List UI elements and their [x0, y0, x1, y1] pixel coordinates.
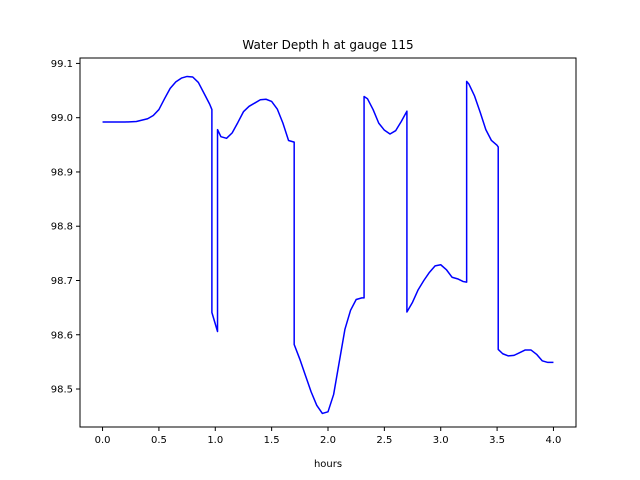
y-axis-ticks: 98.5 98.6 98.7 98.8 98.9 99.0 99.1 — [51, 59, 80, 396]
x-tick-label: 0.0 — [95, 435, 111, 446]
y-tick-label: 98.5 — [51, 385, 73, 396]
chart-title: Water Depth h at gauge 115 — [242, 38, 413, 52]
x-axis-label: hours — [314, 459, 342, 470]
x-tick-label: 3.0 — [433, 435, 449, 446]
x-tick-label: 2.0 — [320, 435, 336, 446]
x-tick-label: 3.5 — [489, 435, 505, 446]
y-tick-label: 98.9 — [51, 167, 73, 178]
y-tick-label: 98.8 — [51, 222, 73, 233]
series-line-water-depth — [102, 75, 554, 415]
x-axis-ticks: 0.0 0.5 1.0 1.5 2.0 2.5 3.0 3.5 4.0 — [95, 427, 562, 446]
x-tick-label: 4.0 — [546, 435, 562, 446]
x-tick-label: 2.5 — [376, 435, 392, 446]
y-tick-label: 98.7 — [51, 276, 73, 287]
y-tick-label: 99.0 — [51, 113, 73, 124]
x-tick-label: 1.0 — [207, 435, 223, 446]
x-tick-label: 0.5 — [151, 435, 167, 446]
plot-area-frame — [79, 57, 577, 428]
x-tick-label: 1.5 — [264, 435, 280, 446]
y-tick-label: 98.6 — [51, 330, 73, 341]
series-layer — [102, 75, 554, 415]
y-tick-label: 99.1 — [51, 59, 73, 70]
